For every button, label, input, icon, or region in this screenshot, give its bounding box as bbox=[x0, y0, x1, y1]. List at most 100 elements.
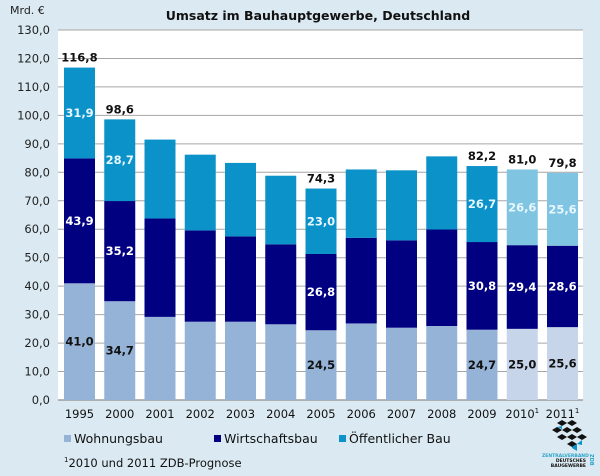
legend-label: Wohnungsbau bbox=[74, 431, 163, 446]
bar-segment-wohnungsbau bbox=[305, 330, 337, 400]
x-tick-label: 2004 bbox=[266, 407, 295, 421]
bar-segment--ffentlicher-bau bbox=[386, 170, 417, 241]
data-label: 43,9 bbox=[65, 214, 93, 228]
logo-zdb-vertical: ZDB bbox=[588, 454, 594, 466]
bar-segment-wohnungsbau bbox=[265, 324, 297, 400]
bar-segment--ffentlicher-bau bbox=[225, 162, 256, 237]
bar-segment-wirtschaftsbau bbox=[345, 237, 377, 324]
bar-segment--ffentlicher-bau bbox=[466, 166, 498, 243]
bar-segment-wohnungsbau bbox=[104, 301, 136, 400]
bar-segment--ffentlicher-bau bbox=[345, 169, 377, 238]
x-tick-label: 20101 bbox=[505, 407, 539, 421]
bar-segment-wohnungsbau bbox=[506, 328, 538, 400]
bar-segment--ffentlicher-bau bbox=[64, 67, 95, 159]
y-tick-label: 40,0 bbox=[24, 279, 50, 293]
data-label: 23,0 bbox=[307, 214, 335, 228]
total-label: 82,2 bbox=[468, 149, 496, 163]
bar-segment-wirtschaftsbau bbox=[386, 240, 417, 328]
data-label: 25,6 bbox=[548, 202, 576, 216]
logo-line: ZENTRALVERBAND bbox=[542, 454, 589, 459]
total-label: 79,8 bbox=[548, 156, 576, 170]
bar-segment-wirtschaftsbau bbox=[184, 230, 216, 322]
bar-segment--ffentlicher-bau bbox=[184, 154, 216, 231]
legend: Wohnungsbau Wirtschaftsbau Öffentlicher … bbox=[64, 431, 451, 446]
data-label: 28,6 bbox=[548, 279, 576, 293]
bar-segment-wohnungsbau bbox=[64, 283, 95, 400]
logo-line: DEUTSCHES bbox=[555, 459, 586, 464]
y-tick-label: 50,0 bbox=[24, 251, 50, 265]
x-tick-label: 2000 bbox=[105, 407, 134, 421]
data-label: 28,7 bbox=[106, 153, 134, 167]
y-tick-label: 110,0 bbox=[17, 80, 50, 94]
x-tick-label: 20111 bbox=[546, 407, 580, 421]
y-tick-label: 90,0 bbox=[24, 137, 50, 151]
footnote-marker: 1 bbox=[64, 456, 69, 465]
bar-segment-wohnungsbau bbox=[345, 323, 377, 400]
data-label: 25,0 bbox=[508, 357, 536, 371]
data-label: 24,5 bbox=[307, 358, 335, 372]
bar-segment-wirtschaftsbau bbox=[64, 158, 95, 284]
data-label: 24,7 bbox=[468, 358, 496, 372]
bar-segment-wirtschaftsbau bbox=[265, 244, 297, 325]
x-tick-label: 2006 bbox=[347, 407, 376, 421]
chart-title: Umsatz im Bauhauptgewerbe, Deutschland bbox=[166, 8, 471, 23]
x-tick-label: 2001 bbox=[145, 407, 174, 421]
legend-swatch-oeffentlicher-bau bbox=[339, 435, 346, 442]
bar-segment-wohnungsbau bbox=[426, 326, 458, 400]
bar-segment-wirtschaftsbau bbox=[104, 201, 136, 302]
bar-segment-wirtschaftsbau bbox=[144, 218, 176, 317]
footnote-superscript: 1 bbox=[575, 407, 579, 415]
x-tick-label: 2009 bbox=[467, 407, 496, 421]
y-tick-label: 30,0 bbox=[24, 308, 50, 322]
y-tick-label: 0,0 bbox=[32, 393, 50, 407]
y-tick-label: 20,0 bbox=[24, 336, 50, 350]
footnote-superscript: 1 bbox=[535, 407, 539, 415]
data-label: 29,4 bbox=[508, 280, 536, 294]
logo-text: ZENTRALVERBAND DEUTSCHES BAUGEWERBE bbox=[542, 454, 589, 469]
data-label: 31,9 bbox=[65, 106, 93, 120]
x-tick-label: 2003 bbox=[226, 407, 255, 421]
bar-segment-wohnungsbau bbox=[466, 329, 498, 400]
y-tick-label: 80,0 bbox=[24, 165, 50, 179]
y-tick-label: 120,0 bbox=[17, 51, 50, 65]
bar-segment-wirtschaftsbau bbox=[466, 242, 498, 330]
legend-swatch-wirtschaftsbau bbox=[214, 435, 221, 442]
x-tick-label: 2007 bbox=[387, 407, 416, 421]
legend-label: Wirtschaftsbau bbox=[224, 431, 318, 446]
zdb-cube-logo-icon bbox=[552, 420, 587, 451]
legend-item-oeffentlicher-bau: Öffentlicher Bau bbox=[339, 431, 451, 446]
bar-segment--ffentlicher-bau bbox=[506, 169, 538, 246]
bar-segment-wirtschaftsbau bbox=[547, 245, 578, 328]
data-label: 26,6 bbox=[508, 200, 536, 214]
legend-label: Öffentlicher Bau bbox=[349, 431, 451, 446]
data-label: 26,8 bbox=[307, 285, 335, 299]
data-label: 25,6 bbox=[548, 357, 576, 371]
total-label: 98,6 bbox=[106, 102, 134, 116]
bar-segment-wohnungsbau bbox=[184, 321, 216, 400]
bar-segment--ffentlicher-bau bbox=[265, 175, 297, 245]
bar-segment--ffentlicher-bau bbox=[547, 172, 578, 246]
footnote: 12010 und 2011 ZDB-Prognose bbox=[64, 456, 242, 470]
y-tick-label: 10,0 bbox=[24, 365, 50, 379]
bar-segment-wirtschaftsbau bbox=[305, 253, 337, 331]
legend-swatch-wohnungsbau bbox=[64, 435, 71, 442]
zdb-logo: ZENTRALVERBAND DEUTSCHES BAUGEWERBE ZDB bbox=[542, 418, 600, 476]
bar-segment--ffentlicher-bau bbox=[144, 139, 176, 219]
legend-item-wirtschaftsbau: Wirtschaftsbau bbox=[214, 431, 339, 446]
logo-line: BAUGEWERBE bbox=[550, 464, 586, 469]
total-label: 74,3 bbox=[307, 172, 335, 186]
y-tick-label: 70,0 bbox=[24, 194, 50, 208]
y-unit-label: Mrd. € bbox=[10, 4, 45, 17]
x-tick-label: 1995 bbox=[65, 407, 94, 421]
bar-segment-wirtschaftsbau bbox=[426, 229, 458, 326]
data-label: 30,8 bbox=[468, 279, 496, 293]
stacked-bar-chart: 0,0 10,0 20,0 30,0 40,0 50,0 60,0 70,0 80,0 90,0 1… bbox=[10, 4, 583, 421]
footnote-text: 2010 und 2011 ZDB-Prognose bbox=[68, 456, 242, 470]
bar-segment-wohnungsbau bbox=[144, 316, 176, 400]
x-tick-label: 2002 bbox=[186, 407, 215, 421]
bar-segment--ffentlicher-bau bbox=[104, 119, 136, 202]
bar-segment--ffentlicher-bau bbox=[305, 188, 337, 254]
x-tick-label: 2005 bbox=[306, 407, 335, 421]
data-label: 34,7 bbox=[106, 344, 134, 358]
y-tick-label: 60,0 bbox=[24, 222, 50, 236]
